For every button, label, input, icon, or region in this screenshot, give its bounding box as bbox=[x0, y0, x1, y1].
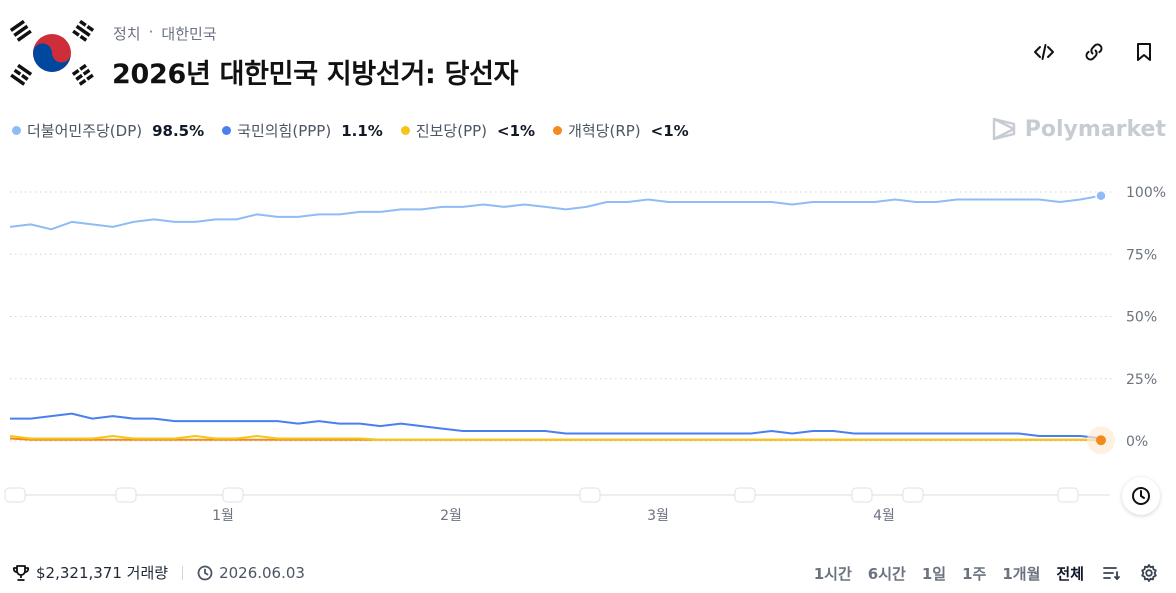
header-actions bbox=[1032, 40, 1156, 64]
range-slider-handle[interactable] bbox=[851, 487, 873, 503]
footer-divider bbox=[182, 565, 184, 580]
series-line-2 bbox=[9, 435, 1101, 441]
polymarket-logo-icon bbox=[992, 117, 1015, 141]
embed-code-icon[interactable] bbox=[1032, 40, 1056, 64]
clock-icon bbox=[197, 565, 213, 580]
clock-icon bbox=[1132, 487, 1150, 505]
legend-item-dp[interactable]: 더불어민주당(DP) 98.5% bbox=[12, 120, 204, 141]
series-line-0 bbox=[9, 194, 1102, 231]
x-tick-label: 4월 bbox=[873, 508, 895, 524]
y-tick-label: 75% bbox=[1126, 247, 1157, 263]
history-clock-button[interactable] bbox=[1122, 477, 1160, 515]
volume: $2,321,371 거래량 bbox=[12, 562, 168, 583]
legend-item-pp[interactable]: 진보당(PP) <1% bbox=[400, 120, 536, 141]
page-title: 2026년 대한민국 지방선거: 당선자 bbox=[112, 59, 519, 90]
legend-dot bbox=[400, 126, 410, 135]
gear-icon[interactable] bbox=[1138, 562, 1160, 584]
legend-value: 1.1% bbox=[341, 121, 383, 140]
price-history-chart[interactable]: 100% 75% 50% 25% 0% 1월 2월 3월 4월 bbox=[0, 160, 1176, 530]
legend-value: <1% bbox=[650, 121, 689, 140]
end-date-text: 2026.06.03 bbox=[219, 563, 305, 582]
range-slider-handle[interactable] bbox=[4, 487, 26, 503]
legend-value: 98.5% bbox=[152, 121, 205, 140]
time-range-selector: 1시간 6시간 1일 1주 1개월 전체 bbox=[814, 562, 1160, 584]
range-all[interactable]: 전체 bbox=[1056, 564, 1084, 583]
range-1w[interactable]: 1주 bbox=[962, 564, 987, 583]
legend-value: <1% bbox=[497, 121, 536, 140]
range-6h[interactable]: 6시간 bbox=[867, 564, 906, 583]
breadcrumb-separator: · bbox=[148, 23, 154, 41]
range-1m[interactable]: 1개월 bbox=[1002, 564, 1041, 583]
range-slider-handle[interactable] bbox=[115, 487, 137, 503]
legend-dot bbox=[553, 126, 563, 135]
legend-dot bbox=[222, 126, 232, 135]
y-tick-label: 50% bbox=[1126, 310, 1157, 326]
legend-name: 국민의힘(PPP) bbox=[237, 122, 332, 140]
south-korea-flag-icon bbox=[9, 19, 95, 86]
series-end-marker bbox=[1096, 435, 1106, 446]
legend-item-ppp[interactable]: 국민의힘(PPP) 1.1% bbox=[222, 120, 383, 141]
volume-text: $2,321,371 거래량 bbox=[36, 564, 169, 582]
y-tick-label: 0% bbox=[1126, 434, 1148, 450]
link-icon[interactable] bbox=[1082, 40, 1106, 64]
breadcrumb: 정치 · 대한민국 bbox=[113, 23, 217, 44]
range-slider-handle[interactable] bbox=[734, 487, 756, 503]
x-tick-label: 1월 bbox=[212, 508, 234, 524]
brand-name: Polymarket bbox=[1024, 116, 1166, 142]
end-date: 2026.06.03 bbox=[197, 564, 305, 582]
market-footer: $2,321,371 거래량 2026.06.03 bbox=[12, 562, 305, 583]
y-tick-label: 25% bbox=[1126, 372, 1157, 388]
trophy-icon bbox=[12, 564, 30, 581]
legend-name: 개혁당(RP) bbox=[568, 122, 641, 140]
polymarket-logo: Polymarket bbox=[991, 115, 1166, 143]
breadcrumb-subcategory[interactable]: 대한민국 bbox=[161, 25, 217, 43]
legend-item-rp[interactable]: 개혁당(RP) <1% bbox=[553, 120, 689, 141]
range-1d[interactable]: 1일 bbox=[921, 564, 947, 583]
series-end-marker bbox=[1095, 189, 1107, 202]
range-slider-handle[interactable] bbox=[902, 487, 924, 503]
x-tick-label: 2월 bbox=[440, 508, 462, 524]
legend-name: 진보당(PP) bbox=[415, 122, 488, 140]
range-slider-handle[interactable] bbox=[222, 487, 244, 503]
series-line-1 bbox=[10, 412, 1102, 440]
range-1h[interactable]: 1시간 bbox=[813, 564, 852, 583]
y-tick-label: 100% bbox=[1126, 185, 1166, 201]
breadcrumb-category[interactable]: 정치 bbox=[113, 25, 141, 43]
bookmark-icon[interactable] bbox=[1132, 40, 1156, 64]
sort-lines-icon[interactable] bbox=[1100, 562, 1122, 584]
legend-name: 더불어민주당(DP) bbox=[27, 122, 143, 140]
range-slider-handle[interactable] bbox=[579, 487, 601, 503]
x-tick-label: 3월 bbox=[647, 508, 669, 524]
legend-dot bbox=[12, 126, 21, 135]
range-slider-handle[interactable] bbox=[1057, 487, 1079, 503]
chart-legend: 더불어민주당(DP) 98.5% 국민의힘(PPP) 1.1% 진보당(PP) … bbox=[12, 120, 689, 141]
